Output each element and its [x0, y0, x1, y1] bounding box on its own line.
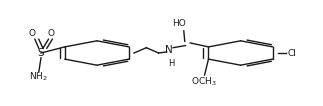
Text: Cl: Cl — [287, 49, 296, 57]
Text: H: H — [168, 59, 174, 68]
Text: OCH$_3$: OCH$_3$ — [191, 75, 216, 88]
Text: O: O — [29, 29, 36, 38]
Text: HO: HO — [172, 19, 186, 28]
Text: O: O — [47, 29, 55, 38]
Text: S: S — [38, 48, 44, 58]
Text: N: N — [165, 45, 173, 55]
Text: NH$_2$: NH$_2$ — [29, 70, 48, 83]
